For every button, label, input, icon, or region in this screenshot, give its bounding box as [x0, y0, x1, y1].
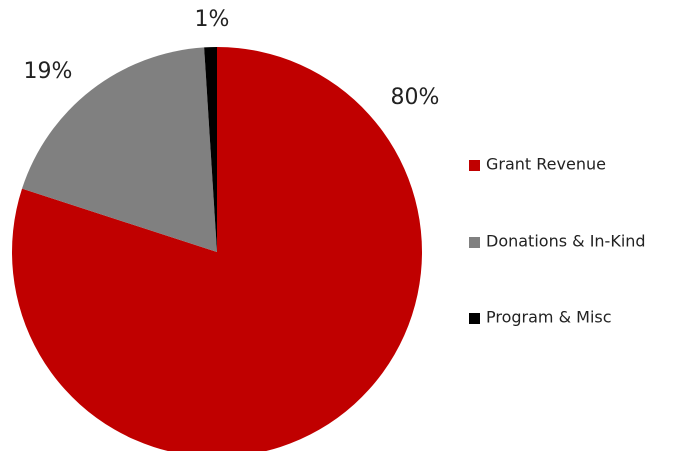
data-label: 80%	[391, 85, 440, 110]
legend-label: Program & Misc	[486, 308, 612, 327]
data-label: 1%	[195, 7, 230, 32]
legend-swatch	[469, 237, 480, 248]
legend-swatch	[469, 160, 480, 171]
data-label: 19%	[24, 59, 73, 84]
legend-label: Grant Revenue	[486, 155, 606, 174]
legend-swatch	[469, 313, 480, 324]
legend-label: Donations & In-Kind	[486, 232, 646, 251]
pie-slice	[12, 47, 422, 451]
pie-slice	[22, 47, 217, 252]
pie-slice	[204, 47, 217, 252]
